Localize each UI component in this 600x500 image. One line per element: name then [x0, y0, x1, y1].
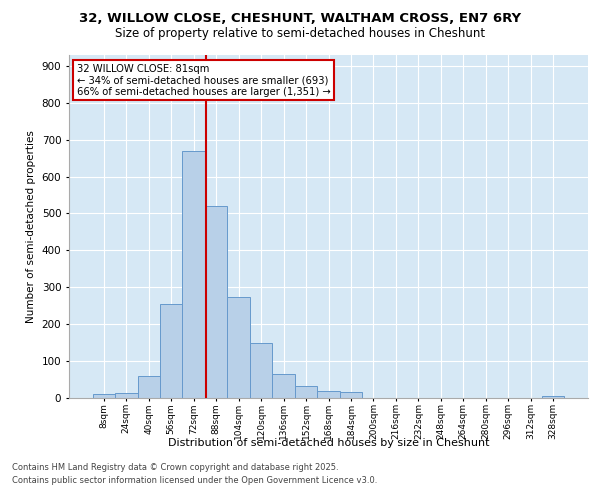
- Text: Contains HM Land Registry data © Crown copyright and database right 2025.: Contains HM Land Registry data © Crown c…: [12, 462, 338, 471]
- Bar: [542, 396, 565, 398]
- Bar: [205, 206, 227, 398]
- Bar: [115, 393, 137, 398]
- Text: Size of property relative to semi-detached houses in Cheshunt: Size of property relative to semi-detach…: [115, 28, 485, 40]
- Bar: [295, 386, 317, 398]
- Bar: [92, 394, 115, 398]
- Text: 32, WILLOW CLOSE, CHESHUNT, WALTHAM CROSS, EN7 6RY: 32, WILLOW CLOSE, CHESHUNT, WALTHAM CROS…: [79, 12, 521, 26]
- Bar: [250, 343, 272, 398]
- Bar: [272, 374, 295, 398]
- Text: 32 WILLOW CLOSE: 81sqm
← 34% of semi-detached houses are smaller (693)
66% of se: 32 WILLOW CLOSE: 81sqm ← 34% of semi-det…: [77, 64, 331, 97]
- Bar: [227, 298, 250, 398]
- Text: Distribution of semi-detached houses by size in Cheshunt: Distribution of semi-detached houses by …: [168, 438, 490, 448]
- Y-axis label: Number of semi-detached properties: Number of semi-detached properties: [26, 130, 36, 322]
- Text: Contains public sector information licensed under the Open Government Licence v3: Contains public sector information licen…: [12, 476, 377, 485]
- Bar: [317, 391, 340, 398]
- Bar: [182, 152, 205, 398]
- Bar: [160, 304, 182, 398]
- Bar: [137, 376, 160, 398]
- Bar: [340, 392, 362, 398]
